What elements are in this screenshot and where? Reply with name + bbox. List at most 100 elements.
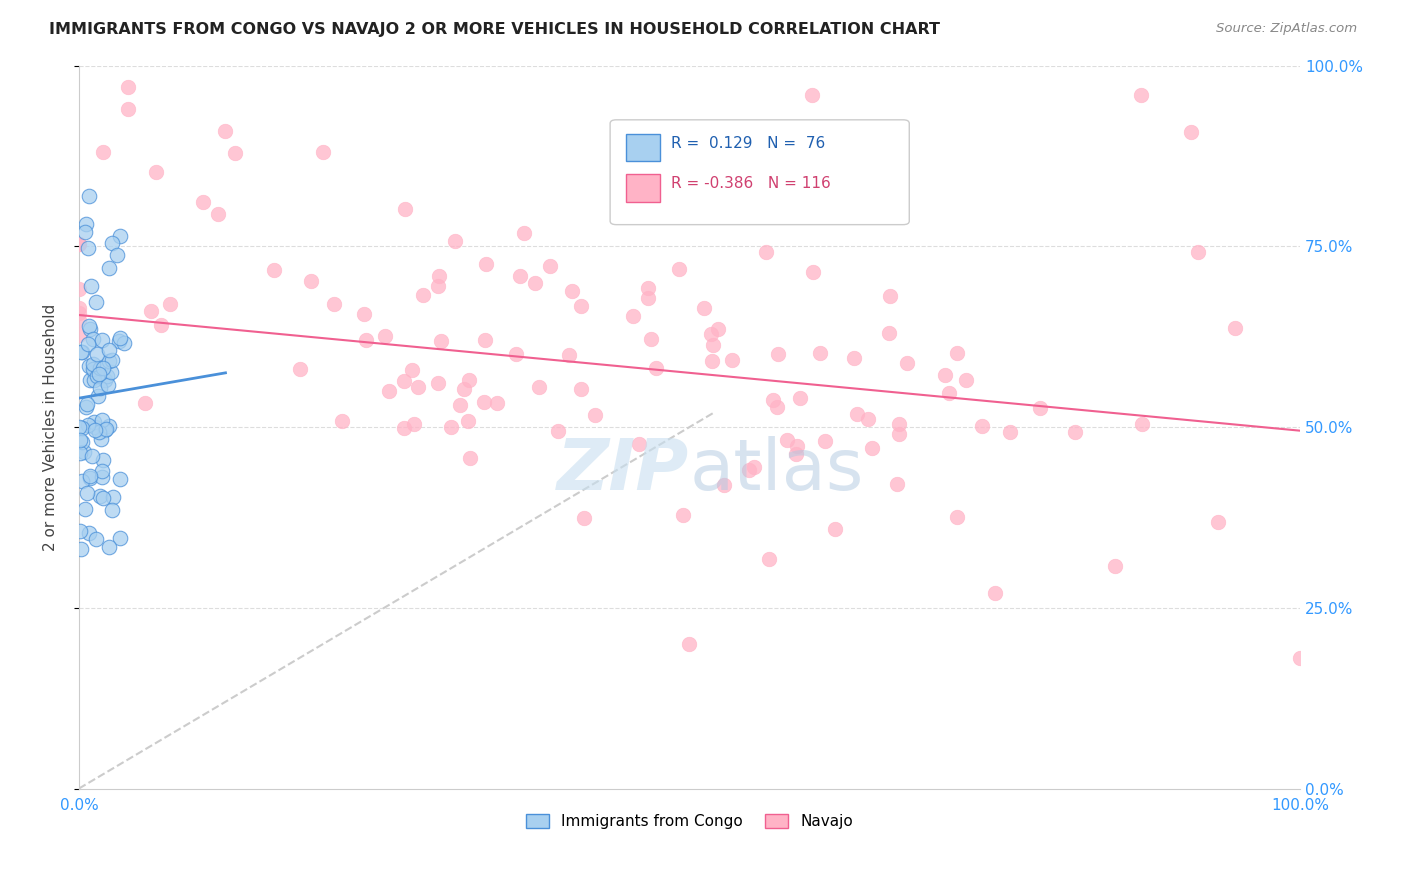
Point (742, 459, 765, 474)
Point (512, 226, 534, 240)
Point (89, 381, 111, 395)
Point (330, 414, 353, 428)
Point (91, 360, 114, 375)
Point (858, 411, 880, 425)
Point (984, 586, 1007, 600)
Point (700, 354, 723, 368)
Point (141, 303, 163, 318)
Point (67, 420, 90, 434)
Point (79, 471, 101, 485)
Point (117, 102, 139, 116)
Point (887, 427, 910, 442)
Point (720, 353, 742, 368)
Point (67, 282, 90, 296)
Point (159, 296, 181, 310)
Point (207, 207, 229, 221)
FancyBboxPatch shape (610, 120, 910, 225)
Point (644, 361, 666, 376)
Point (117, 80, 139, 95)
FancyBboxPatch shape (626, 174, 661, 202)
Text: atlas: atlas (689, 436, 863, 505)
Point (569, 382, 592, 396)
Point (392, 421, 415, 435)
Point (1000, 425, 1022, 439)
Point (394, 202, 416, 217)
Point (457, 413, 479, 427)
Point (79, 373, 101, 387)
Point (70, 420, 93, 434)
Point (87, 389, 110, 403)
Point (621, 309, 644, 323)
Point (145, 165, 167, 179)
Point (83, 365, 105, 379)
Point (561, 285, 583, 299)
Point (1208, 515, 1230, 529)
Point (84, 532, 107, 546)
Point (112, 335, 135, 350)
Point (558, 348, 581, 362)
Point (887, 417, 910, 432)
Point (108, 472, 131, 486)
Point (77, 359, 100, 374)
Point (91, 491, 114, 505)
Point (87, 367, 110, 381)
Point (94, 423, 117, 437)
Point (79, 525, 101, 540)
Point (77, 319, 100, 334)
Point (789, 391, 811, 405)
Point (108, 531, 131, 545)
Point (938, 386, 960, 401)
Point (75, 400, 97, 414)
Point (77, 241, 100, 255)
Point (100, 235, 122, 250)
Point (191, 195, 214, 210)
Point (505, 347, 527, 361)
Point (110, 228, 132, 243)
Text: IMMIGRANTS FROM CONGO VS NAVAJO 2 OR MORE VEHICLES IN HOUSEHOLD CORRELATION CHAR: IMMIGRANTS FROM CONGO VS NAVAJO 2 OR MOR… (49, 22, 941, 37)
Point (1180, 125, 1202, 139)
Point (766, 347, 789, 361)
Point (72, 474, 94, 488)
Point (640, 332, 662, 346)
Point (69, 434, 91, 448)
Point (702, 338, 724, 352)
Point (101, 503, 124, 517)
Point (527, 380, 550, 394)
Point (801, 265, 824, 279)
Point (814, 434, 837, 448)
Point (82, 357, 104, 371)
Point (785, 447, 807, 461)
Point (67, 237, 90, 252)
Point (93, 145, 115, 160)
Point (569, 299, 592, 313)
Point (842, 351, 865, 365)
Point (67, 301, 90, 315)
Point (474, 257, 496, 271)
Point (105, 248, 128, 262)
Point (678, 637, 700, 651)
Point (946, 510, 969, 524)
Point (100, 365, 122, 379)
Point (82, 362, 104, 376)
Point (67, 236, 90, 251)
Y-axis label: 2 or more Vehicles in Household: 2 or more Vehicles in Household (44, 303, 58, 550)
Point (444, 234, 467, 248)
Point (312, 145, 335, 160)
Point (134, 396, 156, 410)
Point (91, 452, 114, 467)
Point (808, 346, 831, 360)
Point (1130, 87, 1153, 102)
Point (97, 378, 120, 392)
Point (846, 407, 869, 421)
Point (98, 343, 121, 358)
Point (108, 331, 131, 345)
Point (509, 269, 531, 284)
Point (860, 442, 883, 456)
Point (775, 433, 797, 447)
Point (98, 260, 121, 275)
Point (83, 415, 105, 429)
Point (628, 437, 651, 451)
Point (98, 540, 121, 554)
Point (474, 333, 496, 347)
Point (79, 189, 101, 203)
